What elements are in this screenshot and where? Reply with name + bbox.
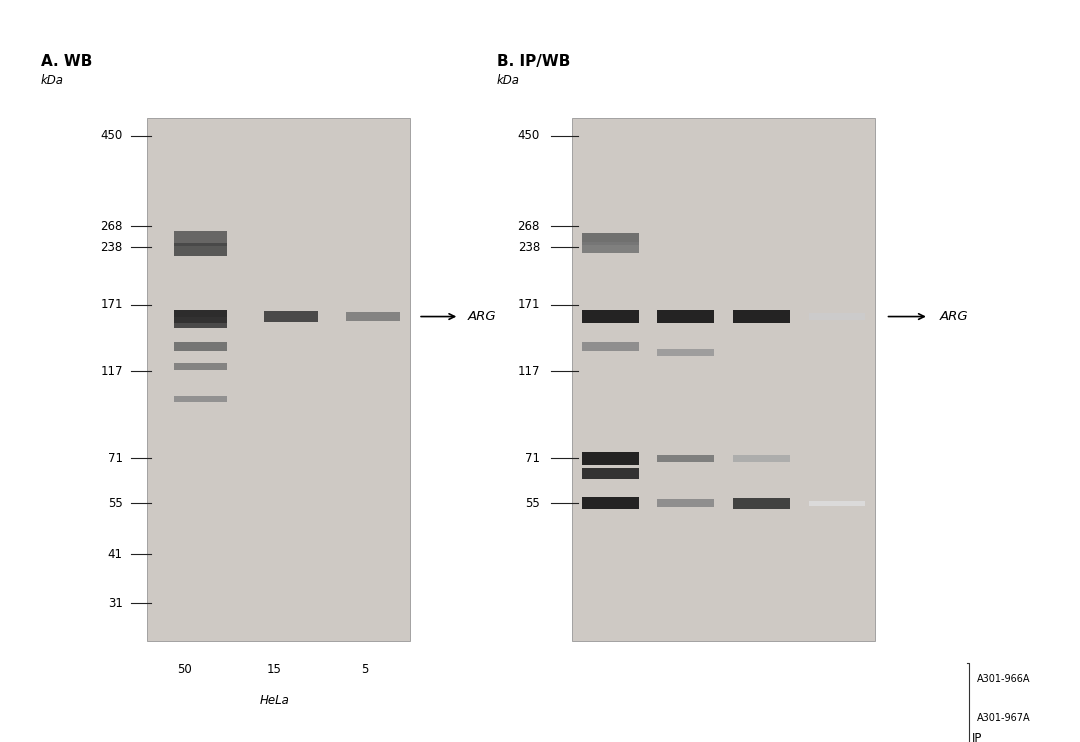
Text: 171: 171 [517, 298, 540, 312]
Bar [582, 242, 638, 253]
Bar [174, 395, 228, 401]
Text: ARG: ARG [940, 310, 969, 323]
Bar [809, 501, 865, 505]
Text: 238: 238 [517, 240, 540, 254]
Text: HeLa: HeLa [259, 694, 289, 706]
Text: B. IP/WB: B. IP/WB [497, 53, 570, 69]
Text: ARG: ARG [468, 310, 496, 323]
Bar [582, 453, 638, 464]
Text: 71: 71 [108, 452, 123, 465]
Bar [174, 363, 228, 370]
Bar [658, 349, 714, 356]
Text: 31: 31 [108, 597, 123, 610]
Text: 171: 171 [100, 298, 123, 312]
Text: A301-966A: A301-966A [977, 674, 1031, 684]
Text: 268: 268 [100, 220, 123, 233]
Bar [320, 653, 410, 686]
Text: 238: 238 [100, 240, 123, 254]
Bar [582, 341, 638, 351]
Bar [733, 498, 789, 508]
Text: 5: 5 [361, 663, 368, 676]
Bar [347, 312, 400, 321]
Text: 41: 41 [108, 548, 123, 561]
Text: 55: 55 [108, 496, 123, 510]
Text: A301-967A: A301-967A [977, 713, 1031, 723]
Text: 117: 117 [517, 365, 540, 378]
Bar [265, 311, 318, 322]
Bar [174, 310, 228, 323]
Bar [658, 455, 714, 462]
Bar [174, 317, 228, 327]
Bar [658, 499, 714, 507]
Text: 50: 50 [177, 663, 191, 676]
Bar [733, 456, 789, 462]
Bar [572, 117, 875, 641]
Bar [174, 341, 228, 351]
Bar [809, 313, 865, 321]
Text: 15: 15 [267, 663, 282, 676]
Bar [582, 468, 638, 479]
Bar [139, 653, 229, 686]
Text: IP: IP [972, 732, 983, 742]
Bar [229, 653, 320, 686]
Text: 117: 117 [100, 365, 123, 378]
Text: 450: 450 [100, 129, 123, 142]
Text: 55: 55 [525, 496, 540, 510]
Text: kDa: kDa [497, 74, 519, 87]
Bar [582, 497, 638, 509]
Text: A. WB: A. WB [41, 53, 92, 69]
Bar [658, 310, 714, 323]
Bar [174, 243, 228, 256]
Text: 268: 268 [517, 220, 540, 233]
Bar [733, 310, 789, 323]
Bar [582, 232, 638, 245]
Text: 71: 71 [525, 452, 540, 465]
Text: kDa: kDa [41, 74, 64, 87]
Bar [174, 231, 228, 246]
Text: 450: 450 [517, 129, 540, 142]
Bar [147, 117, 410, 641]
Bar [139, 686, 410, 714]
Bar [582, 310, 638, 324]
